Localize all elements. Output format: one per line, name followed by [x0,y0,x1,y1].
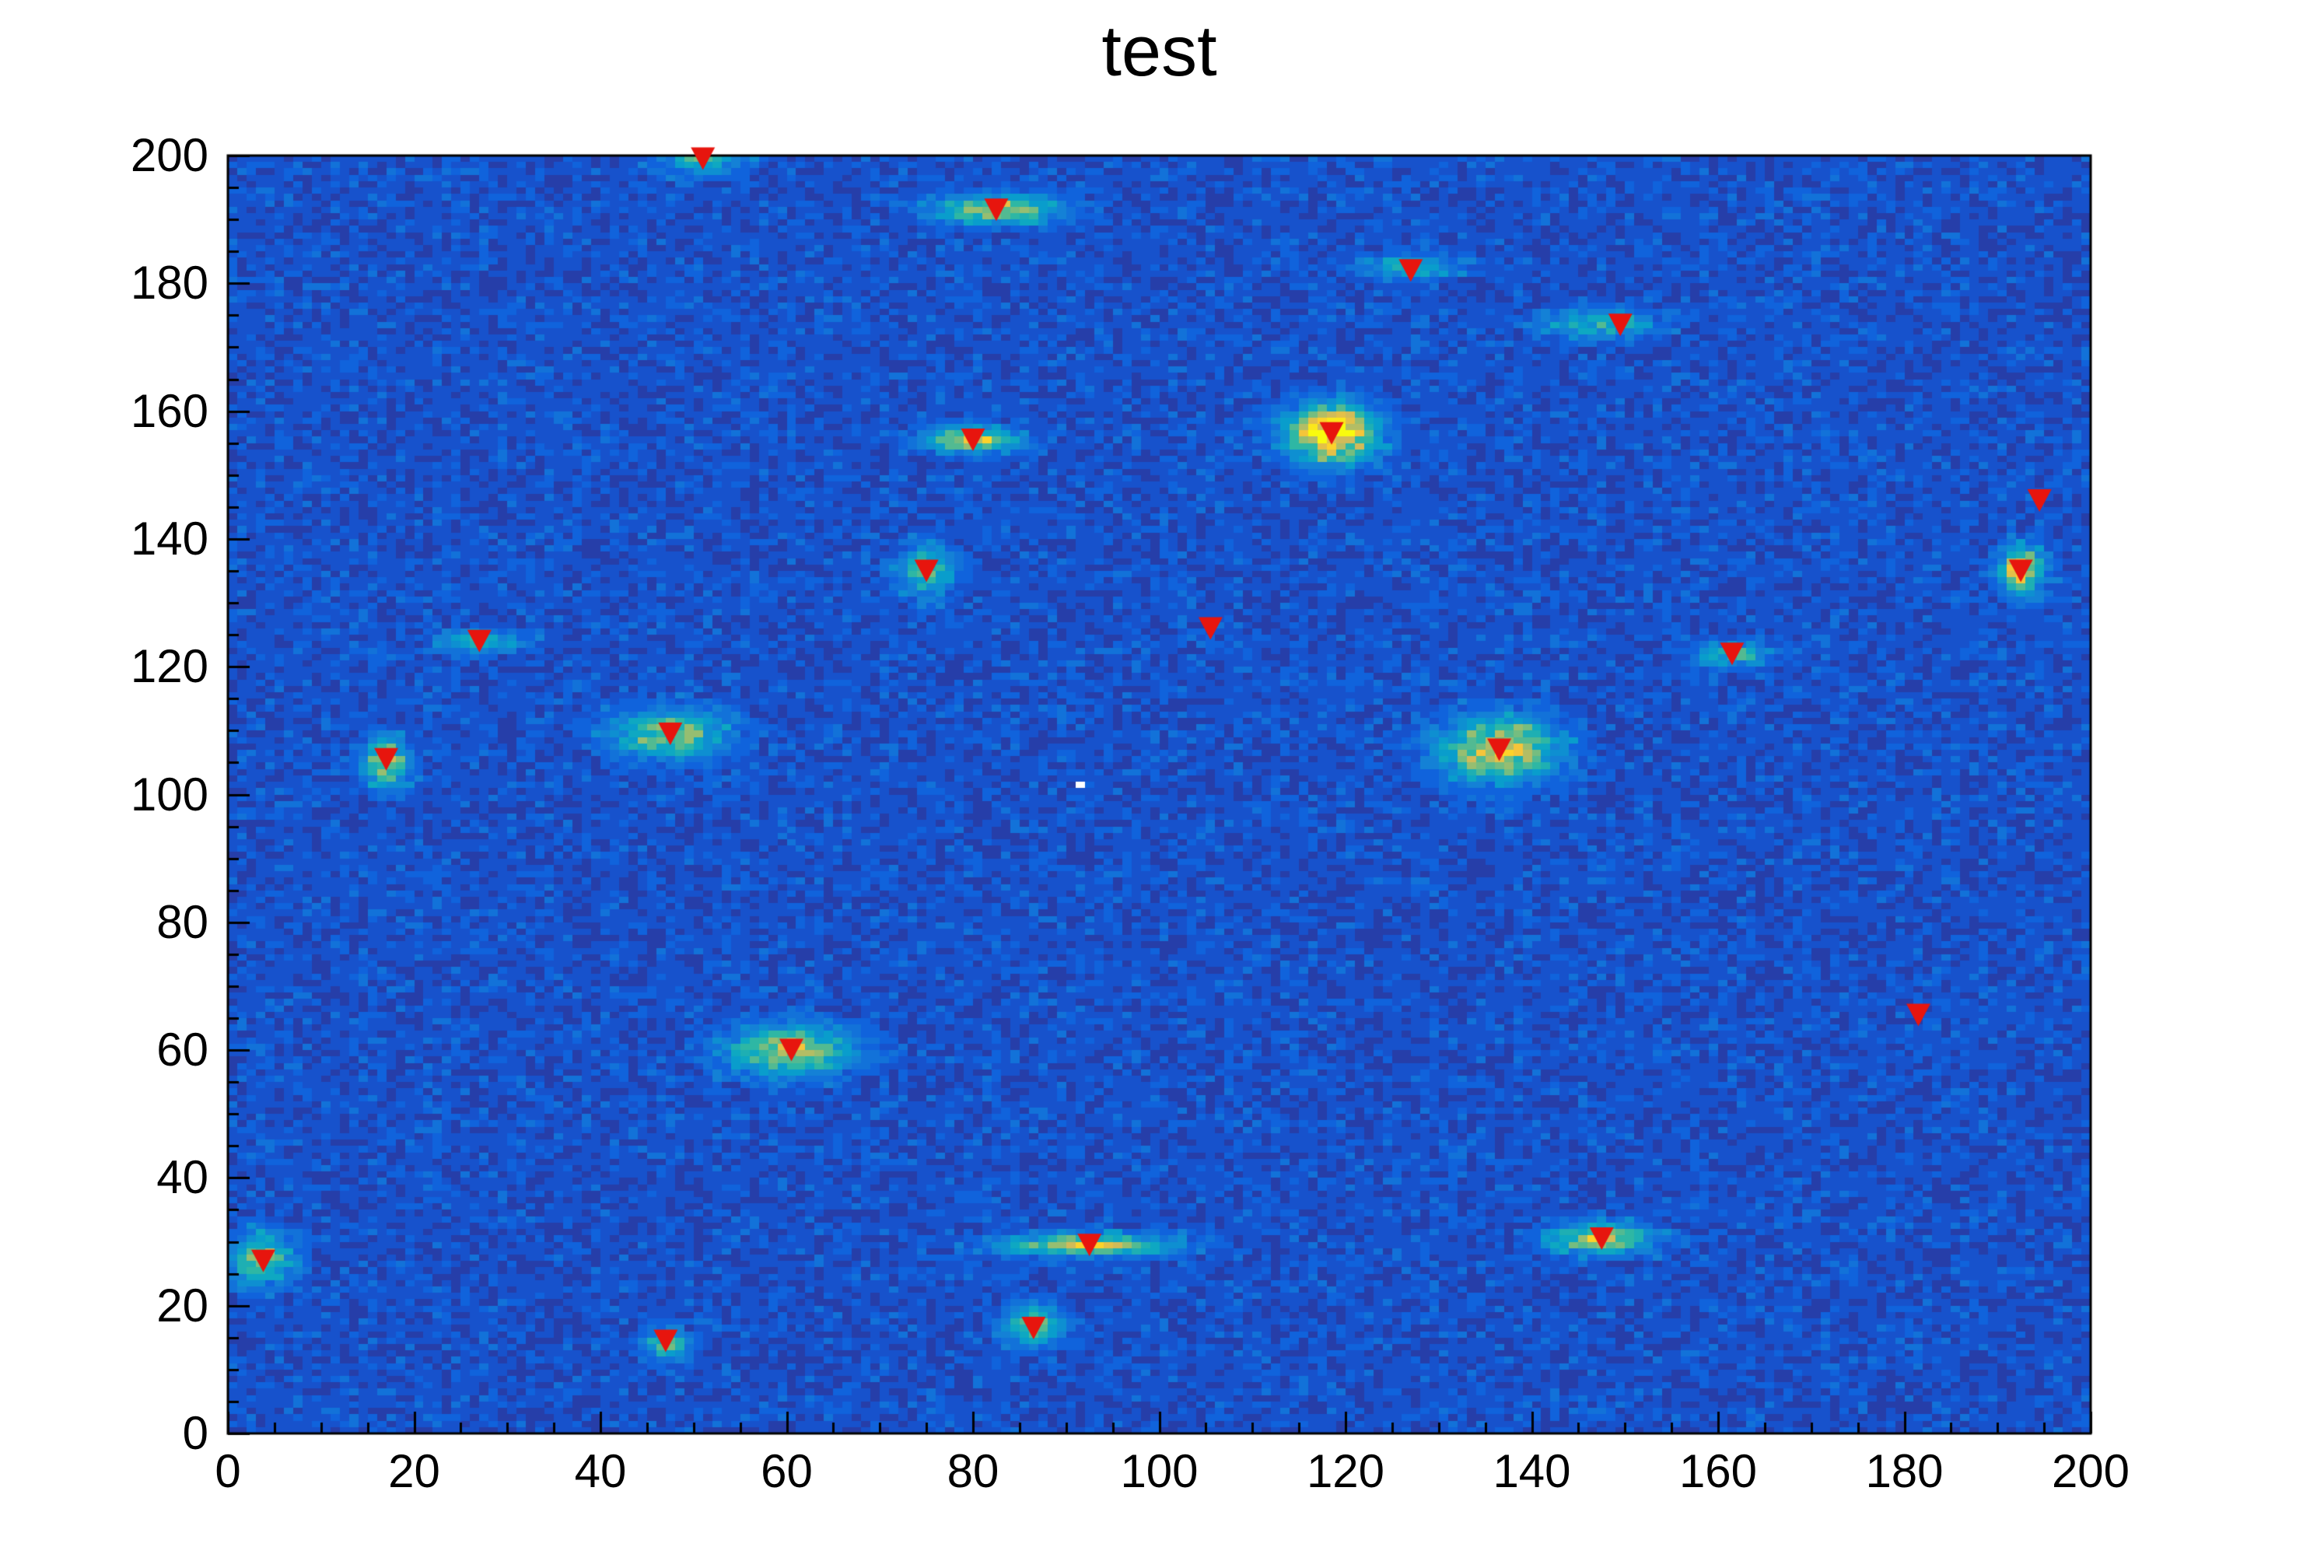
x-tick-label: 100 [1120,1445,1199,1497]
y-tick-label: 200 [130,129,208,181]
x-tick-label: 60 [761,1445,813,1497]
x-tick-label: 180 [1865,1445,1944,1497]
y-tick-label: 100 [130,768,208,821]
chart-title: test [1101,12,1217,91]
y-tick-label: 20 [156,1279,208,1332]
x-tick-label: 200 [2051,1445,2130,1497]
x-tick-label: 160 [1678,1445,1758,1497]
y-tick-label: 60 [156,1024,208,1076]
x-tick-label: 20 [388,1445,440,1497]
x-tick-label: 80 [947,1445,999,1497]
y-tick-label: 40 [156,1151,208,1204]
y-tick-label: 180 [130,257,208,310]
y-tick-label: 120 [130,640,208,693]
x-tick-label: 140 [1493,1445,1571,1497]
x-tick-label: 120 [1306,1445,1385,1497]
y-tick-label: 0 [182,1407,208,1459]
x-tick-label: 0 [215,1445,241,1497]
y-tick-label: 160 [130,384,208,437]
y-tick-label: 80 [156,895,208,948]
x-tick-label: 40 [574,1445,627,1497]
y-tick-label: 140 [130,512,208,565]
